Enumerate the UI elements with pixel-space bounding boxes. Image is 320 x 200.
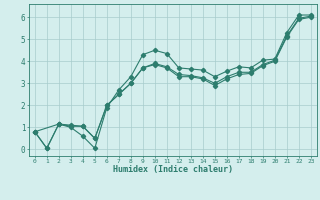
X-axis label: Humidex (Indice chaleur): Humidex (Indice chaleur) [113,165,233,174]
